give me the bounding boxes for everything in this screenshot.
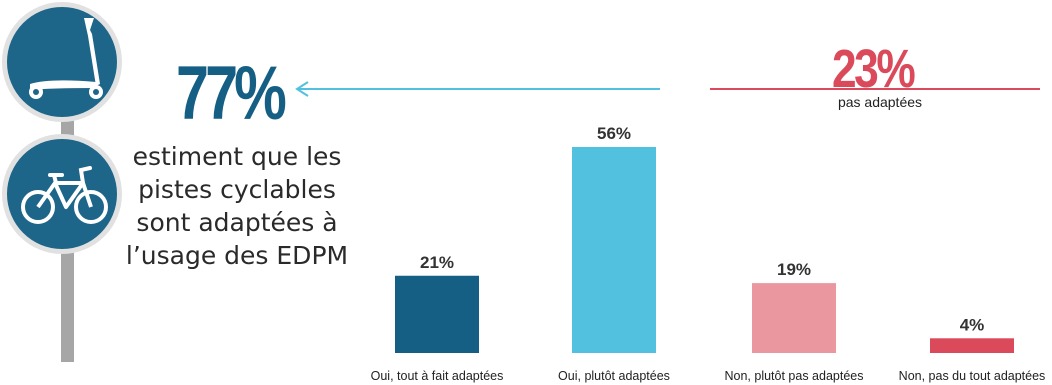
bar-data-label: 4%: [960, 315, 985, 334]
category-label: Oui, tout à fait adaptées: [371, 369, 504, 383]
signpost-illustration: [2, 2, 122, 362]
summary-percent-adaptees: 77%: [176, 51, 287, 136]
summary-statement: estiment que les pistes cyclables sont a…: [118, 140, 356, 272]
bar-data-label: 56%: [597, 124, 631, 143]
summary-statement-line: sont adaptées à: [136, 208, 338, 237]
category-label: Non, plutôt pas adaptées: [725, 369, 864, 383]
summary-percent-pas-adaptees: 23%: [832, 39, 916, 99]
category-label: Non, pas du tout adaptées: [899, 369, 1046, 383]
bar: [395, 275, 479, 353]
bar: [572, 147, 656, 353]
kick-scooter-sign-icon: [2, 2, 122, 122]
bar-data-label: 21%: [420, 253, 454, 272]
bar: [930, 338, 1014, 353]
summary-statement-line: estiment que les: [132, 142, 342, 171]
summary-statement-line: l’usage des EDPM: [125, 241, 349, 270]
summary-label-pas-adaptees: pas adaptées: [837, 94, 923, 110]
bar-data-label: 19%: [777, 260, 811, 279]
summary-statement-line: pistes cyclables: [138, 175, 336, 204]
left-arrow-icon-head: [295, 81, 309, 97]
bar: [752, 283, 836, 353]
category-label: Oui, plutôt adaptées: [558, 369, 670, 383]
bicycle-sign-icon: [2, 134, 122, 254]
